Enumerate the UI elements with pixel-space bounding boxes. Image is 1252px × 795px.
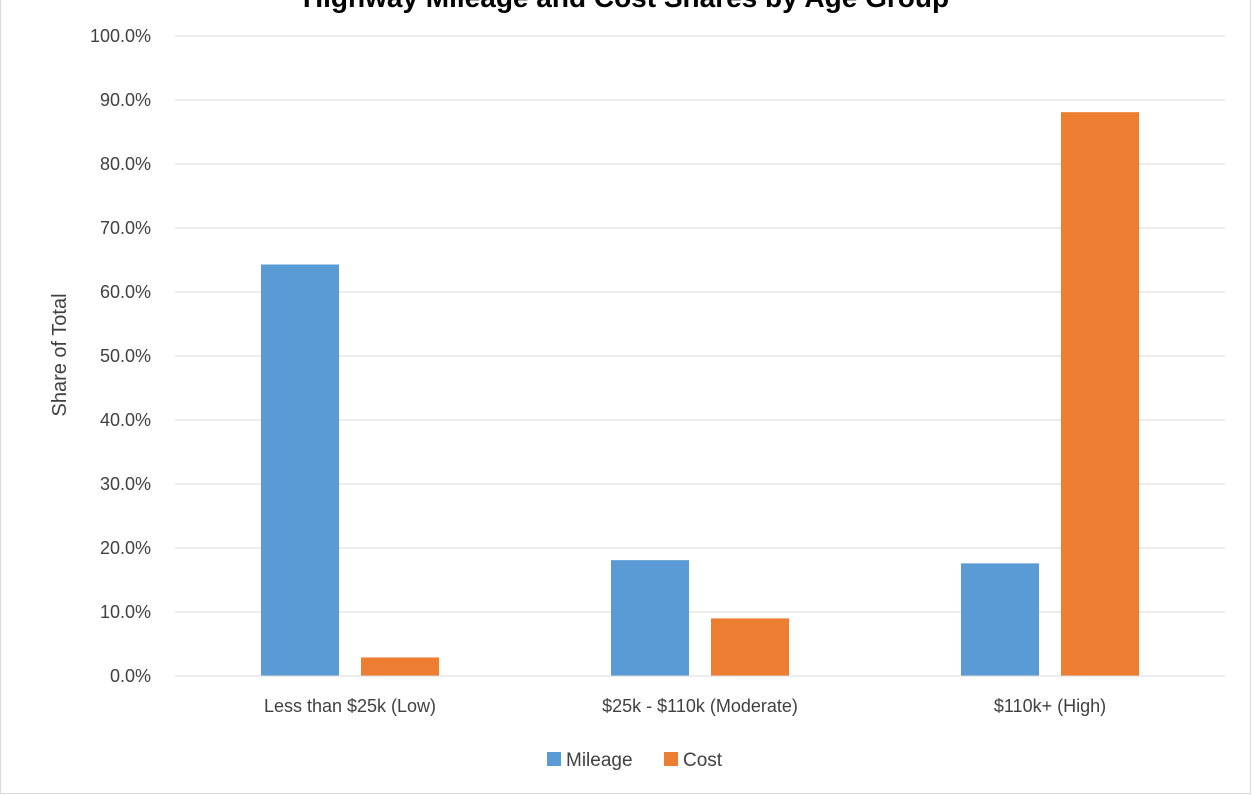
y-tick-label: 50.0% — [100, 346, 151, 366]
y-tick-label: 20.0% — [100, 538, 151, 558]
legend-label-cost: Cost — [683, 750, 723, 771]
y-tick-label: 100.0% — [90, 26, 151, 46]
x-tick-labels: Less than $25k (Low) $25k - $110k (Modera… — [264, 696, 1106, 716]
y-tick-label: 0.0% — [110, 666, 151, 686]
y-tick-labels: 0.0% 10.0% 20.0% 30.0% 40.0% 50.0% 60.0% 70.0% 8… — [90, 26, 151, 686]
y-tick-label: 70.0% — [100, 218, 151, 238]
y-tick-label: 80.0% — [100, 154, 151, 174]
bars — [175, 112, 1225, 677]
legend-swatch-cost — [664, 752, 678, 766]
bar-mileage-0 — [261, 264, 339, 676]
bar-mileage-2 — [961, 563, 1039, 676]
gridlines — [175, 35, 1225, 677]
y-tick-label: 30.0% — [100, 474, 151, 494]
bar-cost-2 — [1061, 112, 1139, 676]
x-tick-label: $25k - $110k (Moderate) — [602, 696, 798, 716]
x-tick-label: Less than $25k (Low) — [264, 696, 436, 716]
y-tick-label: 90.0% — [100, 90, 151, 110]
legend-swatch-mileage — [547, 752, 561, 766]
bar-mileage-1 — [611, 560, 689, 676]
legend-label-mileage: Mileage — [566, 750, 633, 771]
y-tick-label: 60.0% — [100, 282, 151, 302]
chart-title: Highway Mileage and Cost Shares by Age G… — [0, 0, 1252, 14]
y-axis-title: Share of Total — [49, 293, 71, 416]
y-tick-label: 10.0% — [100, 602, 151, 622]
bar-cost-0 — [361, 657, 439, 676]
x-tick-label: $110k+ (High) — [994, 696, 1106, 716]
bar-cost-1 — [711, 618, 789, 676]
y-tick-label: 40.0% — [100, 410, 151, 430]
legend: Mileage Cost — [547, 750, 723, 771]
